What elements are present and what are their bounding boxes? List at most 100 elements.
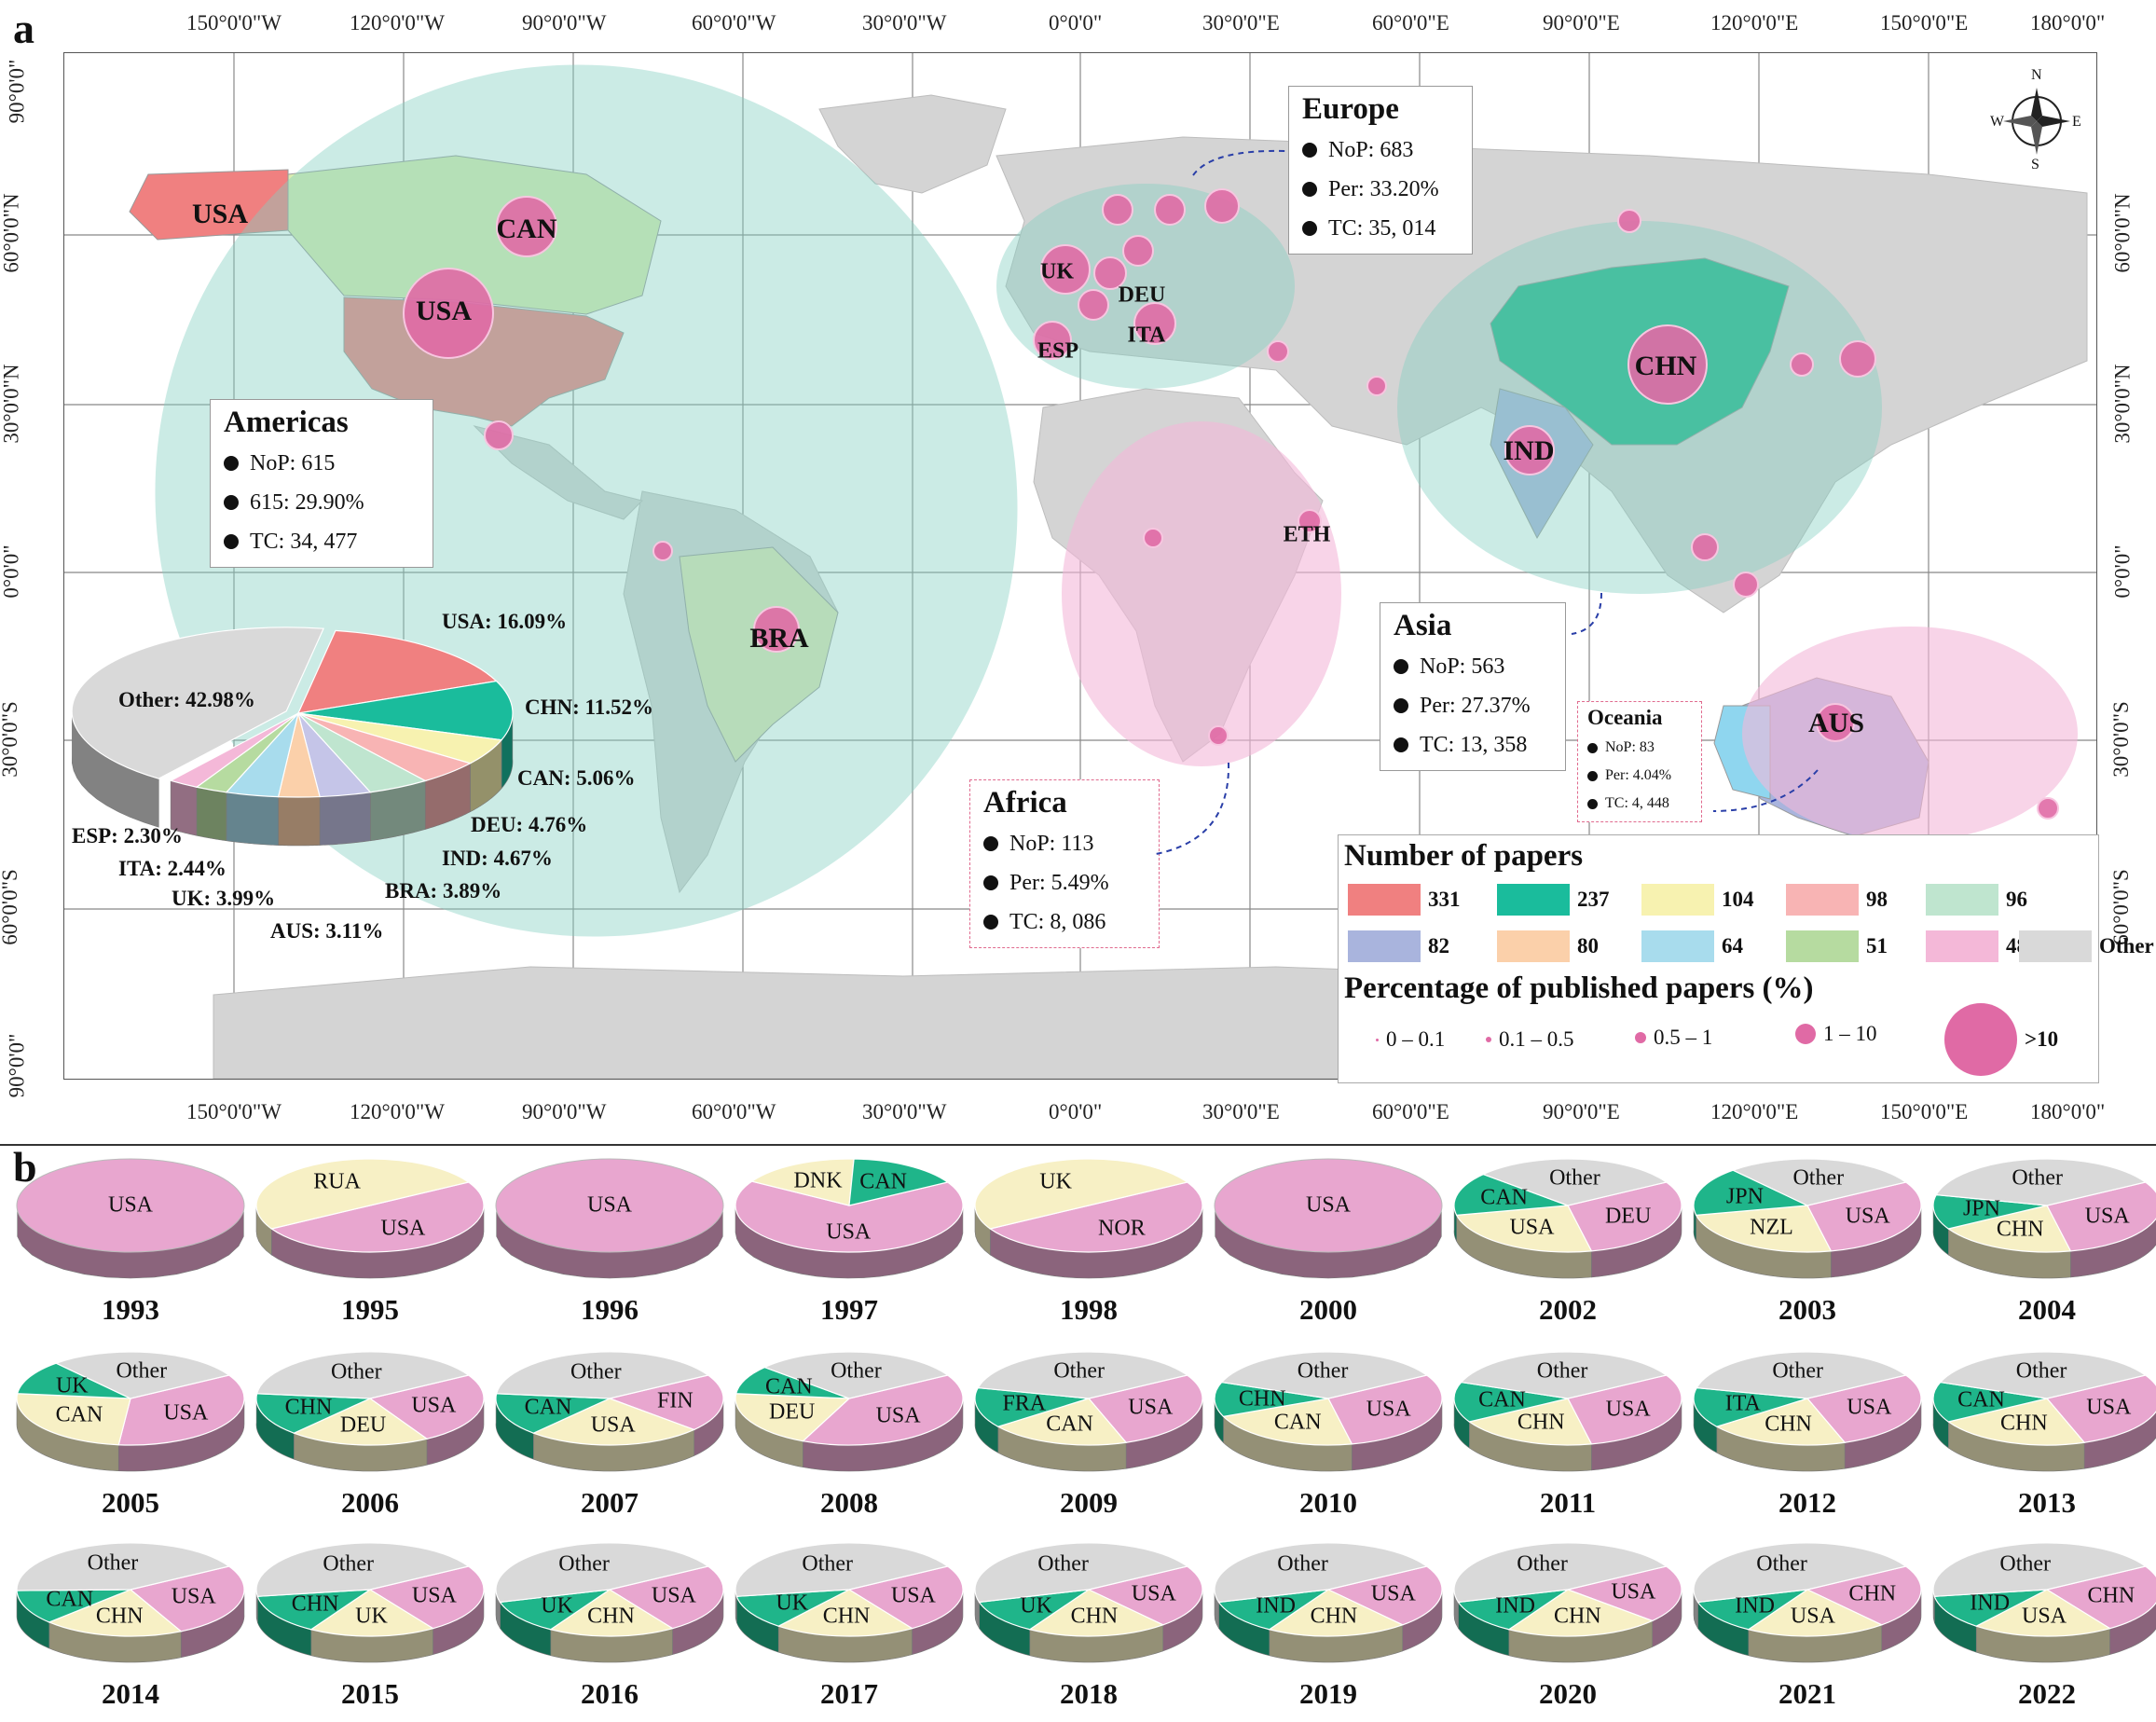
legend-swatch — [1786, 884, 1859, 916]
year-pie-slice-other — [735, 1542, 950, 1597]
europe-stats-box: Europe NoP: 683 Per: 33.20% TC: 35, 014 — [1288, 86, 1473, 255]
bubble — [1504, 425, 1555, 475]
year-pie-slice-label: Other — [802, 1551, 854, 1577]
legend-item: 98 — [1786, 884, 1888, 916]
bullet-icon — [1587, 770, 1598, 781]
compass-e: E — [2072, 114, 2081, 130]
year-pie-slice-deu — [1567, 1181, 1682, 1252]
oceania-tc: TC: 4, 448 — [1605, 795, 1669, 811]
legend-swatch — [1926, 884, 1998, 916]
year-pie-slice-label: USA — [1370, 1581, 1416, 1606]
europe-nop: NoP: 683 — [1328, 138, 1414, 162]
legend-label: Other — [2099, 934, 2154, 957]
stat-row: NoP: 83 — [1587, 734, 1692, 762]
africa-tc: TC: 8, 086 — [1009, 910, 1106, 934]
year-label: 2012 — [1778, 1486, 1836, 1519]
year-pie-slice-chn — [255, 1393, 371, 1434]
year-pie-slice-can — [1932, 1381, 2048, 1423]
legend-swatch — [1641, 884, 1714, 916]
year-pie-slice-other — [16, 1542, 231, 1591]
size-dot-icon — [1944, 1003, 2017, 1076]
year-label: 1996 — [581, 1293, 639, 1326]
stat-row: TC: 8, 086 — [983, 902, 1146, 942]
year-pie-slice-uk — [309, 1589, 435, 1637]
year-pie-2013 — [1932, 1351, 2156, 1472]
asia-ellipse — [1397, 221, 1882, 594]
year-pie-2022 — [1932, 1542, 2156, 1663]
bullet-icon — [224, 495, 239, 510]
year-pie-2002 — [1453, 1158, 1682, 1279]
year-pie-slice-label: IND — [1495, 1593, 1535, 1619]
americas-per: 615: 29.90% — [250, 490, 364, 515]
year-pie-slice-label: NZL — [1750, 1215, 1793, 1240]
year-pie-slice-label: CHN — [1070, 1604, 1119, 1629]
bubble — [1093, 256, 1127, 290]
year-pie-slice-other — [1932, 1542, 2148, 1597]
country-label-ita: ITA — [1127, 323, 1166, 348]
year-label: 2017 — [820, 1677, 878, 1710]
year-pie-slice-uk — [978, 1589, 1090, 1631]
year-pie-slice-jpn — [1693, 1169, 1810, 1217]
bubble — [1298, 509, 1322, 533]
stat-row: TC: 4, 448 — [1587, 790, 1692, 818]
year-pie-2005 — [16, 1351, 245, 1472]
year-pie-slice-usa — [608, 1565, 724, 1630]
year-pie-slice-nzl — [1695, 1205, 1833, 1253]
legend-label: 331 — [1428, 888, 1461, 911]
year-pie-2007 — [495, 1351, 724, 1472]
bubble — [1102, 194, 1133, 226]
year-pie-slice-usa — [1974, 1589, 2112, 1637]
year-pie-slice-can — [1453, 1381, 1569, 1423]
year-pie-2004 — [1932, 1158, 2156, 1279]
legend-label: 98 — [1866, 888, 1888, 911]
year-label: 2020 — [1539, 1677, 1597, 1710]
year-pie-slice-label: CHN — [1553, 1604, 1601, 1629]
year-pie-slice-label: USA — [1366, 1397, 1411, 1422]
pie-label-ind: IND: 4.67% — [442, 847, 553, 870]
bubble — [1816, 703, 1855, 742]
legend-label: 51 — [1866, 934, 1888, 957]
year-pie-slice-label: JPN — [1962, 1196, 2000, 1221]
year-pie-slice-chn — [1715, 1398, 1847, 1446]
year-pie-slice-label: USA — [826, 1219, 872, 1245]
year-pie-slice-label: IND — [1970, 1591, 2011, 1615]
size-label: 0 – 0.1 — [1386, 1027, 1446, 1051]
size-dot-icon — [1376, 1038, 1379, 1041]
africa-ellipse — [1062, 421, 1341, 766]
bullet-icon — [1587, 742, 1598, 753]
year-pie-slice-other — [495, 1542, 710, 1604]
greenland — [818, 94, 1007, 194]
bottom-lon-label: 150°0'0"E — [1880, 1100, 1969, 1123]
legend-item: 331 — [1348, 884, 1461, 916]
year-pie-1995 — [255, 1158, 485, 1279]
year-pie-slice-label: Other — [1037, 1551, 1089, 1577]
year-pie-slice-chn — [1507, 1589, 1655, 1637]
year-pie-slice-chn — [549, 1589, 675, 1637]
year-pie-slice-usa — [368, 1565, 485, 1630]
country-label-esp: ESP — [1037, 338, 1079, 364]
overall-pie-slice-chn — [297, 680, 514, 741]
year-pie-slice-chn — [1946, 1205, 2072, 1253]
country-label-usa-alaska: USA — [191, 199, 249, 229]
africa-title: Africa — [983, 786, 1067, 820]
year-pie-1993 — [16, 1158, 245, 1279]
year-pie-slice-label: Other — [1999, 1551, 2052, 1577]
country-label-uk: UK — [1040, 259, 1074, 284]
year-pie-2021 — [1693, 1542, 1922, 1663]
year-pie-slice-label: JPN — [1725, 1184, 1764, 1209]
year-pie-slice-label: FIN — [657, 1388, 693, 1413]
stat-row: TC: 35, 014 — [1302, 209, 1459, 248]
bubble — [1133, 302, 1176, 345]
year-pie-slice-label: CAN — [765, 1374, 813, 1399]
pie-label-can: CAN: 5.06% — [517, 766, 636, 790]
year-pie-1998 — [974, 1158, 1203, 1279]
top-lon-label: 120°0'0"E — [1710, 11, 1799, 34]
year-pie-slice-can — [16, 1393, 131, 1446]
year-pie-slice-label: DEU — [1604, 1204, 1652, 1229]
year-pie-slice-label: USA — [2084, 1204, 2130, 1229]
year-pie-slice-usa — [495, 1158, 724, 1253]
year-pie-slice-other — [1939, 1351, 2148, 1399]
year-pie-slice-uk — [974, 1158, 1189, 1230]
year-pie-slice-label: FRA — [1002, 1391, 1047, 1416]
country-label-ind: IND — [1503, 435, 1555, 466]
